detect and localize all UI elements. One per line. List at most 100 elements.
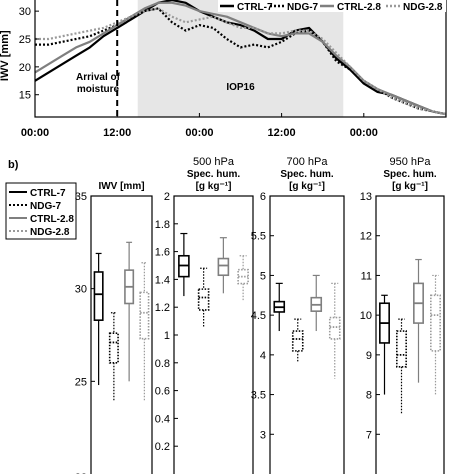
box-iqr bbox=[328, 316, 341, 340]
box-ndg-7 bbox=[108, 312, 119, 402]
box-ctrl-28 bbox=[217, 237, 230, 294]
x-tick-label: 12:00 bbox=[103, 127, 131, 139]
y-tick-label: 1.2 bbox=[155, 302, 170, 314]
box-ndg-7 bbox=[197, 267, 210, 329]
box-ndg-28 bbox=[328, 282, 341, 379]
box-iqr bbox=[93, 271, 104, 321]
y-tick-label: 7 bbox=[366, 429, 372, 441]
y-axis-label: IWV [mm] bbox=[0, 30, 11, 81]
y-tick-label: 30 bbox=[19, 6, 31, 18]
series-line-ndg-28 bbox=[35, 7, 447, 116]
y-tick-label: 20 bbox=[19, 62, 31, 74]
y-tick-label: 5 bbox=[260, 270, 266, 282]
subplot-title: [g kg⁻¹] bbox=[392, 181, 428, 192]
x-tick-label: 12:00 bbox=[268, 127, 296, 139]
box-ctrl-28 bbox=[413, 258, 424, 383]
box-iqr bbox=[430, 294, 441, 352]
arrival-annotation-line1: Arrival of bbox=[76, 72, 121, 83]
y-tick-label: 4.5 bbox=[251, 310, 266, 322]
legend-label: NDG-2.8 bbox=[403, 2, 443, 13]
panel-a-iwv-timeseries: 15 20 25 30 IWV [mm] 00:00 12:00 00:00 12:00 00:0… bbox=[0, 0, 447, 139]
y-tick-label: 35 bbox=[75, 191, 87, 203]
y-tick-label: 0.4 bbox=[155, 413, 170, 425]
subplot-title: [g kg⁻¹] bbox=[196, 181, 232, 192]
y-tick-label: 15 bbox=[19, 90, 31, 102]
box-ndg-28 bbox=[139, 262, 150, 402]
box-iqr bbox=[396, 330, 407, 368]
y-tick-label: 1.6 bbox=[155, 247, 170, 259]
subplot-title: 950 hPa bbox=[390, 156, 432, 168]
y-tick-label: 1.4 bbox=[155, 274, 170, 286]
y-tick-label: 25 bbox=[19, 34, 31, 46]
box-ndg-28 bbox=[237, 255, 249, 301]
y-tick-label: 30 bbox=[75, 284, 87, 296]
y-tick-label: 0.8 bbox=[155, 358, 170, 370]
subplot-title: IWV [mm] bbox=[98, 181, 144, 192]
panel-b-label: b) bbox=[8, 159, 19, 171]
y-tick-label: 8 bbox=[366, 390, 372, 402]
x-tick-label: 00:00 bbox=[21, 127, 49, 139]
subplot-frame bbox=[173, 195, 254, 474]
box-iqr bbox=[237, 268, 249, 285]
subplot-title: Spec. hum. bbox=[187, 169, 241, 180]
legend-label: CTRL-2.8 bbox=[337, 2, 381, 13]
y-tick-label: 10 bbox=[360, 310, 372, 322]
subplot-frame bbox=[90, 195, 153, 474]
iop-shaded-region bbox=[137, 0, 344, 117]
y-tick-label: 3.5 bbox=[251, 390, 266, 402]
panel-a-frame bbox=[34, 0, 447, 118]
subplot-title: Spec. hum. bbox=[383, 169, 437, 180]
box-iqr bbox=[139, 291, 150, 340]
box-ctrl-7 bbox=[93, 252, 104, 386]
legend-label: CTRL-7 bbox=[30, 188, 66, 199]
partial-y-tick-label: 22 bbox=[75, 472, 87, 474]
y-tick-label: 1.8 bbox=[155, 219, 170, 231]
series-line-ctrl-7 bbox=[34, 0, 447, 116]
legend-label: NDG-7 bbox=[30, 201, 62, 212]
y-tick-label: 1 bbox=[164, 330, 170, 342]
box-iqr bbox=[108, 332, 119, 364]
box-ctrl-7 bbox=[379, 294, 390, 395]
legend-label: NDG-7 bbox=[287, 2, 319, 13]
legend-label: NDG-2.8 bbox=[30, 227, 70, 238]
box-ndg-7 bbox=[291, 318, 304, 363]
y-tick-label: 13 bbox=[360, 191, 372, 203]
box-ndg-7 bbox=[396, 318, 407, 415]
subplot-title: Spec. hum. bbox=[280, 169, 334, 180]
y-tick-label: 11 bbox=[361, 270, 372, 282]
arrival-annotation-line2: moisture bbox=[77, 84, 120, 95]
panel-b-legend: CTRL-7 NDG-7 CTRL-2.8 NDG-2.8 bbox=[5, 182, 77, 240]
box-ctrl-28 bbox=[124, 241, 135, 382]
y-tick-label: 5.5 bbox=[251, 231, 266, 243]
y-tick-label: 3 bbox=[260, 429, 266, 441]
box-ndg-28 bbox=[430, 274, 441, 395]
subplot-frame bbox=[269, 195, 345, 474]
box-ctrl-7 bbox=[178, 232, 190, 297]
iop-annotation: IOP16 bbox=[226, 82, 255, 93]
box-ctrl-28 bbox=[310, 274, 323, 332]
y-tick-label: 4 bbox=[260, 350, 266, 362]
y-tick-label: 0.2 bbox=[155, 441, 170, 453]
subplot-title: 700 hPa bbox=[287, 156, 329, 168]
box-ctrl-7 bbox=[273, 282, 286, 332]
x-tick-label: 00:00 bbox=[185, 127, 213, 139]
y-tick-label: 25 bbox=[75, 376, 87, 388]
legend-label: CTRL-7 bbox=[237, 2, 273, 13]
box-iqr bbox=[291, 330, 304, 352]
x-tick-label: 00:00 bbox=[350, 127, 378, 139]
legend-label: CTRL-2.8 bbox=[30, 214, 74, 225]
y-tick-label: 12 bbox=[360, 231, 372, 243]
subplot-title: [g kg⁻¹] bbox=[289, 181, 325, 192]
panel-a-legend: CTRL-7 NDG-7 CTRL-2.8 NDG-2.8 bbox=[218, 0, 446, 13]
y-tick-label: 2 bbox=[164, 191, 170, 203]
box-iqr bbox=[197, 288, 210, 311]
y-tick-label: 6 bbox=[260, 191, 266, 203]
subplot-frame bbox=[375, 195, 445, 474]
subplot-iwv: IWV [mm] 25 30 35 bbox=[75, 181, 153, 474]
y-tick-label: 0.6 bbox=[155, 386, 170, 398]
